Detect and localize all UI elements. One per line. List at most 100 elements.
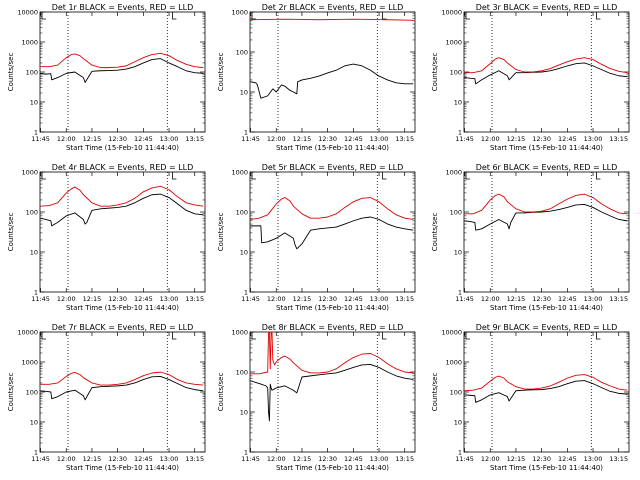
x-tick-label: 12:15 [293, 135, 312, 143]
y-tick-label: 1 [34, 289, 38, 297]
x-tick-label: 12:00 [481, 135, 500, 143]
x-tick-label: 11:45 [455, 455, 474, 463]
y-tick-label: 100 [236, 369, 248, 377]
events-series-line [250, 63, 414, 99]
x-tick-label: 12:15 [293, 455, 312, 463]
x-tick-label: 13:00 [160, 135, 179, 143]
lld-series-line [250, 18, 414, 21]
marker-bracket [465, 332, 470, 340]
y-tick-label: 10000 [17, 9, 38, 17]
y-tick-label: 10000 [441, 329, 462, 337]
marker-bracket [172, 172, 177, 180]
y-tick-label: 10 [454, 99, 462, 107]
plot-frame [463, 331, 630, 453]
y-tick-label: 1 [34, 449, 38, 457]
lld-series-line [40, 52, 204, 69]
y-axis-label: Counts/sec [217, 213, 225, 252]
y-tick-label: 10 [454, 249, 462, 257]
chart-title: Det 9r BLACK = Events, RED = LLD [476, 323, 618, 332]
x-tick-label: 12:00 [267, 135, 286, 143]
y-tick-label: 1 [244, 129, 248, 137]
x-tick-label: 12:45 [558, 455, 577, 463]
marker-bracket [41, 172, 46, 180]
lld-series-line [40, 371, 204, 386]
x-tick-label: 13:00 [584, 135, 603, 143]
x-tick-label: 12:00 [57, 295, 76, 303]
x-tick-label: 12:15 [507, 135, 526, 143]
x-tick-label: 11:45 [241, 455, 260, 463]
x-axis-label: Start Time (15-Feb-10 11:44:40) [66, 144, 179, 152]
y-tick-label: 10 [30, 99, 38, 107]
x-tick-label: 12:45 [344, 455, 363, 463]
chart-panel: Det 5r BLACK = Events, RED = LLD 11:45 12:… [217, 163, 416, 312]
y-tick-label: 100 [26, 69, 38, 77]
events-series-line [464, 62, 628, 85]
x-tick-label: 12:30 [108, 295, 127, 303]
x-tick-label: 13:00 [160, 455, 179, 463]
x-tick-label: 13:00 [370, 135, 389, 143]
chart-title: Det 1r BLACK = Events, RED = LLD [52, 3, 194, 12]
lld-series-line [464, 193, 628, 215]
x-axis-label: Start Time (15-Feb-10 11:44:40) [276, 464, 389, 472]
lld-series-line [464, 57, 628, 74]
marker-bracket [382, 172, 387, 180]
x-axis-label: Start Time (15-Feb-10 11:44:40) [276, 144, 389, 152]
plot-frame [249, 171, 416, 293]
y-tick-label: 10 [240, 89, 248, 97]
x-tick-label: 12:15 [83, 135, 102, 143]
x-axis-label: Start Time (15-Feb-10 11:44:40) [490, 464, 603, 472]
y-tick-label: 1000 [445, 39, 462, 47]
x-tick-label: 13:15 [185, 135, 204, 143]
chart-title: Det 8r BLACK = Events, RED = LLD [262, 323, 404, 332]
y-tick-label: 10 [454, 419, 462, 427]
chart-title: Det 4r BLACK = Events, RED = LLD [52, 163, 194, 172]
x-tick-label: 12:00 [481, 455, 500, 463]
x-tick-label: 13:15 [395, 455, 414, 463]
x-tick-label: 12:00 [481, 295, 500, 303]
y-tick-label: 100 [236, 49, 248, 57]
y-tick-label: 1000 [231, 169, 248, 177]
marker-bracket [41, 332, 46, 340]
lld-series-line [250, 331, 414, 375]
events-series-line [464, 203, 628, 231]
x-tick-label: 12:15 [293, 295, 312, 303]
marker-bracket [172, 332, 177, 340]
x-tick-label: 11:45 [31, 135, 50, 143]
x-tick-label: 12:30 [532, 455, 551, 463]
x-tick-label: 12:30 [532, 295, 551, 303]
chart-title: Det 3r BLACK = Events, RED = LLD [476, 3, 618, 12]
y-tick-label: 1000 [445, 359, 462, 367]
marker-bracket [172, 12, 177, 20]
chart-panel: Det 1r BLACK = Events, RED = LLD 11:45 12:… [7, 3, 206, 152]
chart-panel: Det 6r BLACK = Events, RED = LLD 11:45 12:… [431, 163, 630, 312]
marker-bracket [251, 332, 256, 340]
y-axis-label: Counts/sec [431, 373, 439, 412]
x-tick-label: 12:45 [344, 295, 363, 303]
x-tick-label: 11:45 [31, 455, 50, 463]
marker-bracket [465, 172, 470, 180]
x-tick-label: 13:00 [584, 295, 603, 303]
y-axis-label: Counts/sec [431, 213, 439, 252]
chart-title: Det 2r BLACK = Events, RED = LLD [262, 3, 404, 12]
chart-panel: Det 7r BLACK = Events, RED = LLD 11:45 12:… [7, 323, 206, 472]
y-axis-label: Counts/sec [217, 373, 225, 412]
marker-bracket [596, 12, 601, 20]
x-axis-label: Start Time (15-Feb-10 11:44:40) [490, 144, 603, 152]
x-tick-label: 11:45 [241, 135, 260, 143]
y-tick-label: 100 [26, 209, 38, 217]
x-tick-label: 11:45 [31, 295, 50, 303]
y-axis-label: Counts/sec [431, 53, 439, 92]
x-tick-label: 13:15 [185, 455, 204, 463]
events-series-line [464, 380, 628, 403]
x-tick-label: 13:15 [609, 135, 628, 143]
x-tick-label: 11:45 [455, 295, 474, 303]
x-tick-label: 13:15 [609, 455, 628, 463]
plot-frame [463, 11, 630, 133]
y-tick-label: 100 [450, 389, 462, 397]
y-tick-label: 100 [236, 209, 248, 217]
lld-series-line [464, 374, 628, 392]
marker-bracket [251, 172, 256, 180]
x-tick-label: 13:15 [609, 295, 628, 303]
y-tick-label: 1000 [231, 329, 248, 337]
